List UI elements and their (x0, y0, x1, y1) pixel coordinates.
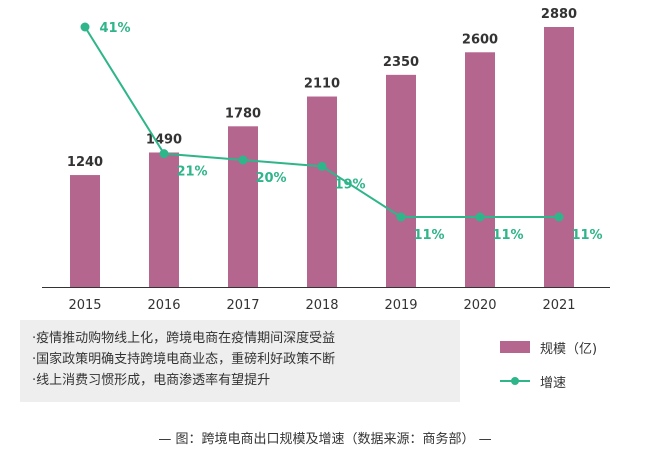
note-line: ·疫情推动购物线上化，跨境电商在疫情期间深度受益 (32, 331, 336, 346)
growth-point (475, 212, 485, 222)
bar-value-label: 2600 (462, 32, 498, 47)
notes-box: ·疫情推动购物线上化，跨境电商在疫情期间深度受益 ·国家政策明确支持跨境电商业态… (20, 320, 460, 402)
growth-point (80, 22, 90, 32)
bar-swatch-icon (500, 341, 530, 353)
growth-value-label: 11% (571, 228, 602, 243)
legend-label-scale: 规模（亿) (540, 341, 598, 357)
bar (307, 96, 337, 287)
bar-value-label: 1240 (67, 155, 103, 170)
chart: 1240 2015 1490 2016 1780 2017 2110 2018 2350 2019… (42, 7, 610, 313)
bar-value-label: 1780 (225, 106, 261, 121)
growth-point (238, 155, 248, 165)
x-tick-label: 2016 (147, 298, 180, 313)
figure-caption: — 图：跨境电商出口规模及增速（数据来源：商务部） — (158, 432, 492, 447)
bar-value-label: 2880 (541, 7, 577, 22)
legend-item-growth: 增速 (500, 371, 597, 391)
growth-point (159, 149, 169, 159)
bar (70, 175, 100, 287)
bar-value-label: 2110 (304, 77, 340, 92)
bar (465, 52, 495, 288)
growth-point (317, 161, 327, 171)
growth-value-label: 21% (176, 165, 207, 180)
bar (386, 74, 416, 287)
chart-legend: 规模（亿) 增速 (500, 337, 597, 405)
growth-value-label: 11% (413, 228, 444, 243)
growth-point (554, 212, 564, 222)
growth-value-label: 41% (99, 21, 130, 36)
x-tick-label: 2017 (226, 298, 259, 313)
legend-item-scale: 规模（亿) (500, 337, 597, 357)
bar (544, 27, 574, 287)
bar-value-label: 2350 (383, 55, 419, 70)
note-line: ·国家政策明确支持跨境电商业态，重磅利好政策不断 (32, 352, 336, 367)
x-tick-label: 2015 (68, 298, 101, 313)
growth-value-label: 20% (255, 171, 286, 186)
growth-value-label: 19% (334, 177, 365, 192)
bar-value-label: 1490 (146, 132, 182, 147)
bar (228, 126, 258, 287)
x-tick-label: 2021 (542, 298, 575, 313)
x-tick-label: 2019 (384, 298, 417, 313)
legend-label-growth: 增速 (540, 375, 567, 391)
bar (149, 152, 179, 287)
x-tick-label: 2018 (305, 298, 338, 313)
x-tick-label: 2020 (463, 298, 496, 313)
growth-point (396, 212, 406, 222)
line-swatch-icon (500, 375, 530, 387)
growth-value-label: 11% (492, 228, 523, 243)
note-line: ·线上消费习惯形成，电商渗透率有望提升 (32, 373, 271, 388)
